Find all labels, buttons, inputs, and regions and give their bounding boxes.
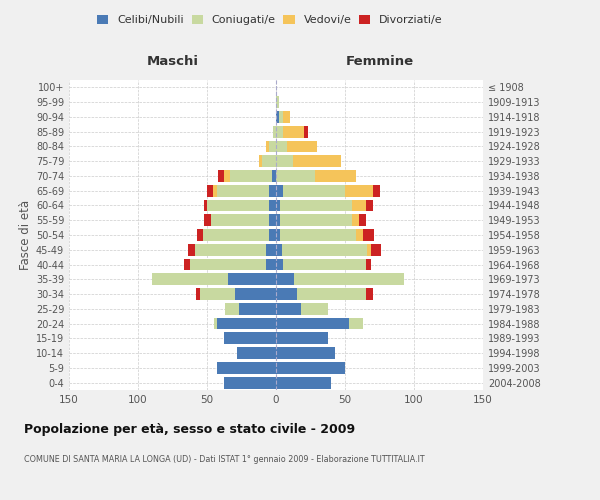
Bar <box>276 126 283 138</box>
Bar <box>269 214 276 226</box>
Bar <box>371 244 381 256</box>
Bar <box>345 185 373 196</box>
Bar <box>207 185 212 196</box>
Bar <box>152 274 228 285</box>
Bar <box>269 200 276 211</box>
Bar <box>367 244 371 256</box>
Bar <box>276 347 335 359</box>
Bar <box>280 214 352 226</box>
Bar <box>239 303 276 314</box>
Bar <box>314 170 356 182</box>
Bar <box>304 126 308 138</box>
Bar <box>276 185 283 196</box>
Bar <box>196 288 200 300</box>
Bar <box>359 214 366 226</box>
Bar <box>197 229 203 241</box>
Bar <box>217 318 276 330</box>
Bar <box>276 303 301 314</box>
Bar <box>276 244 281 256</box>
Bar <box>276 170 314 182</box>
Bar <box>366 258 371 270</box>
Bar <box>301 303 328 314</box>
Bar <box>349 318 363 330</box>
Bar <box>225 303 239 314</box>
Bar <box>204 214 211 226</box>
Bar <box>207 200 269 211</box>
Text: COMUNE DI SANTA MARIA LA LONGA (UD) - Dati ISTAT 1° gennaio 2009 - Elaborazione : COMUNE DI SANTA MARIA LA LONGA (UD) - Da… <box>24 455 425 464</box>
Bar <box>276 96 279 108</box>
Bar <box>276 376 331 388</box>
Bar <box>259 156 262 167</box>
Bar <box>266 258 276 270</box>
Bar <box>373 185 380 196</box>
Bar <box>269 229 276 241</box>
Bar <box>269 140 276 152</box>
Bar <box>214 318 217 330</box>
Bar <box>262 156 276 167</box>
Bar <box>266 244 276 256</box>
Bar <box>276 274 294 285</box>
Bar <box>276 156 293 167</box>
Bar <box>283 111 290 123</box>
Bar <box>294 274 404 285</box>
Bar <box>276 229 280 241</box>
Bar <box>266 140 269 152</box>
Bar <box>279 111 283 123</box>
Bar <box>188 244 194 256</box>
Bar <box>352 214 359 226</box>
Bar <box>190 258 266 270</box>
Bar <box>276 288 296 300</box>
Bar <box>204 200 207 211</box>
Bar <box>280 229 356 241</box>
Bar <box>235 288 276 300</box>
Bar <box>276 200 280 211</box>
Bar <box>356 229 363 241</box>
Bar <box>224 170 230 182</box>
Bar <box>272 170 276 182</box>
Bar <box>276 140 287 152</box>
Bar <box>283 258 366 270</box>
Bar <box>273 126 276 138</box>
Bar <box>217 362 276 374</box>
Bar <box>366 288 373 300</box>
Bar <box>184 258 190 270</box>
Text: Femmine: Femmine <box>346 55 413 68</box>
Bar <box>276 362 345 374</box>
Bar <box>224 376 276 388</box>
Text: Maschi: Maschi <box>146 55 199 68</box>
Y-axis label: Fasce di età: Fasce di età <box>19 200 32 270</box>
Bar <box>276 111 279 123</box>
Legend: Celibi/Nubili, Coniugati/e, Vedovi/e, Divorziati/e: Celibi/Nubili, Coniugati/e, Vedovi/e, Di… <box>93 10 447 30</box>
Bar <box>224 332 276 344</box>
Bar <box>283 185 345 196</box>
Bar <box>280 200 352 211</box>
Bar <box>352 200 366 211</box>
Bar <box>276 214 280 226</box>
Bar <box>203 229 269 241</box>
Bar <box>228 274 276 285</box>
Text: Popolazione per età, sesso e stato civile - 2009: Popolazione per età, sesso e stato civil… <box>24 422 355 436</box>
Bar <box>276 332 328 344</box>
Bar <box>281 244 367 256</box>
Bar <box>366 200 373 211</box>
Bar <box>230 170 272 182</box>
Bar <box>363 229 374 241</box>
Bar <box>293 156 341 167</box>
Bar <box>276 318 349 330</box>
Bar <box>194 244 266 256</box>
Bar <box>238 347 276 359</box>
Bar <box>287 140 317 152</box>
Bar <box>269 185 276 196</box>
Bar <box>217 185 269 196</box>
Bar <box>296 288 366 300</box>
Bar <box>276 258 283 270</box>
Bar <box>200 288 235 300</box>
Bar <box>283 126 304 138</box>
Bar <box>218 170 224 182</box>
Bar <box>212 185 217 196</box>
Bar <box>211 214 269 226</box>
